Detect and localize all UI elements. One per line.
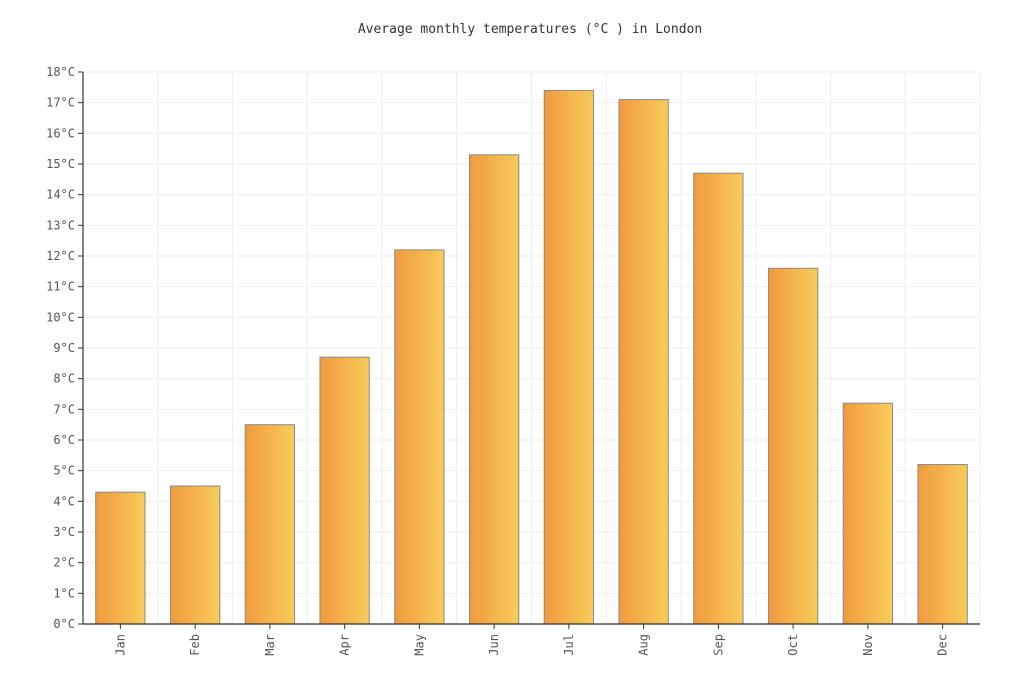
y-tick-label: 3°C [53,525,75,539]
bar-oct [767,267,819,625]
x-tick-label: Feb [188,634,202,656]
y-tick-label: 5°C [53,464,75,478]
y-tick-label: 9°C [53,341,75,355]
x-tick-label: Apr [338,634,352,656]
chart-title: Average monthly temperatures (°C ) in Lo… [358,22,702,37]
x-tick-label: Jul [562,634,576,656]
y-tick-label: 4°C [53,494,75,508]
bar-mar [244,424,296,625]
y-tick-label: 6°C [53,433,75,447]
y-tick-label: 0°C [53,617,75,631]
x-tick-label: Dec [936,634,950,656]
bar-dec [917,464,968,625]
bar-jan [95,491,146,625]
x-tick-label: Jan [113,634,127,656]
y-tick-label: 15°C [46,157,75,171]
y-tick-label: 13°C [46,218,75,232]
bar-jul [543,89,595,625]
bar-apr [319,356,370,625]
bar-may [394,249,445,625]
y-tick-label: 1°C [53,586,75,600]
bar-jun [468,154,520,625]
x-tick-label: Nov [861,634,875,656]
y-tick-label: 14°C [46,188,75,202]
y-tick-label: 16°C [46,126,75,140]
x-tick-label: Oct [786,634,800,656]
y-tick-label: 10°C [46,310,75,324]
y-tick-label: 17°C [46,96,75,110]
y-tick-label: 7°C [53,402,75,416]
y-tick-label: 18°C [46,65,75,79]
bar-feb [169,485,221,625]
x-tick-label: Aug [637,634,651,656]
grid [82,71,981,625]
bar-nov [842,402,894,625]
y-tick-label: 8°C [53,372,75,386]
x-tick-label: Jun [487,634,501,656]
y-tick-label: 11°C [46,280,75,294]
bar-sep [693,172,744,625]
x-tick-label: Sep [711,634,725,656]
y-tick-label: 12°C [46,249,75,263]
x-tick-label: May [412,634,426,656]
y-tick-label: 2°C [53,556,75,570]
x-axis-ticks: Jan Feb Mar Apr May Jun Jul Aug Sep Oct Nov Dec [113,624,950,656]
bars [95,89,968,625]
bar-aug [618,99,669,625]
x-tick-label: Mar [263,634,277,656]
y-axis-ticks: 0°C 1°C 2°C 3°C 4°C 5°C 6°C 7°C 8°C 9°C 10°C 11°C 12… [46,65,83,631]
